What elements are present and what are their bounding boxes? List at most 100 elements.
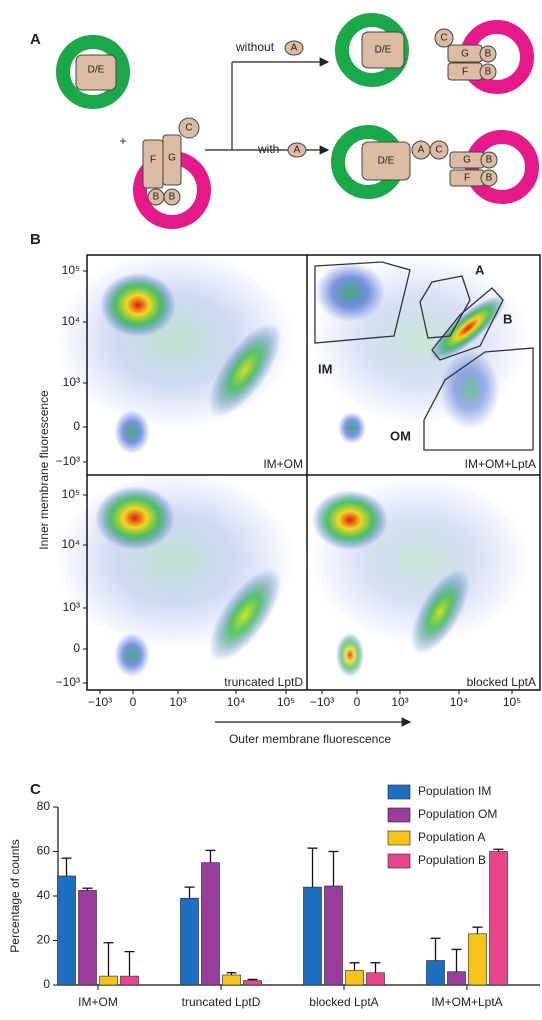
bar [324, 885, 343, 986]
plot-label: truncated LptD [224, 675, 303, 689]
bar-chart: 0 20 40 60 80 Percentage of counts IM+OM trunca… [8, 784, 540, 1009]
protein [480, 151, 498, 169]
x-tick-label: 10³ [169, 695, 186, 709]
protein-label: B [486, 155, 493, 166]
bar [468, 933, 487, 986]
legend-label: Population IM [418, 784, 491, 798]
branch [205, 62, 233, 151]
bar [57, 875, 76, 986]
protein-label: A [418, 145, 425, 156]
outer-membrane [56, 35, 130, 109]
protein-label: C [440, 33, 447, 44]
bar [366, 972, 385, 986]
protein-label: B [485, 67, 492, 78]
bar [78, 890, 97, 986]
gate-label: B [503, 311, 512, 326]
bar [345, 970, 364, 986]
protein-label: C [185, 123, 192, 134]
protein-label: G [461, 49, 469, 60]
x-tick-label: 10⁵ [503, 695, 521, 709]
flow-ticks: 10⁵ 10⁴ 10³ 0 −10³ 10⁵ 10⁴ 10³ 0 −10³ −10³ 0 10³ 10⁴ 1… [56, 263, 522, 709]
plus: + [119, 134, 126, 148]
axis-label: Outer membrane fluorescence [229, 732, 391, 746]
protein [429, 140, 449, 160]
protein [284, 40, 304, 56]
gate-label: A [475, 262, 485, 277]
protein-label: B [485, 49, 492, 60]
panel-label: A [30, 31, 41, 48]
legend-swatch [387, 853, 411, 869]
legend-label: Population OM [418, 807, 497, 821]
protein-label: B [153, 192, 160, 203]
protein [75, 54, 117, 91]
protein [178, 117, 200, 139]
y-tick-label: 10⁵ [62, 263, 80, 277]
x-tick-label: IM+OM [78, 995, 118, 1009]
bar [489, 851, 508, 986]
protein [480, 169, 498, 187]
legend-label: Population B [418, 853, 486, 867]
bar [180, 897, 199, 986]
protein-label: D/E [378, 156, 395, 167]
gate-label: IM [318, 361, 332, 376]
bar [120, 975, 139, 986]
y-tick-label: 60 [37, 844, 51, 858]
y-tick-label: 40 [37, 888, 51, 902]
axis-label: Inner membrane fluorescence [37, 390, 51, 550]
y-tick-label: 10⁴ [61, 537, 80, 551]
arrow-label: without [235, 40, 275, 54]
bar [99, 975, 118, 986]
y-tick-label: 10⁵ [62, 487, 80, 501]
protein [163, 188, 181, 206]
gate [431, 287, 504, 361]
protein-label: C [435, 145, 442, 156]
x-tick-label: 10⁴ [450, 695, 469, 709]
protein [479, 45, 497, 63]
y-tick-label: 10³ [63, 600, 80, 614]
plot-label: IM+OM+LptA [465, 457, 536, 471]
protein-label: A [294, 145, 301, 156]
protein-label: A [291, 43, 298, 54]
bar [222, 974, 241, 986]
protein-label: B [169, 192, 176, 203]
protein-label: G [168, 153, 176, 164]
density [55, 250, 539, 689]
x-tick-label: truncated LptD [182, 995, 261, 1009]
legend-swatch [387, 830, 411, 846]
y-tick-label: 80 [37, 799, 51, 813]
y-tick-label: −10³ [56, 675, 80, 689]
bar [243, 980, 262, 986]
protein-label: F [464, 173, 470, 184]
protein-label: F [150, 155, 156, 166]
y-tick-label: −10³ [56, 454, 80, 468]
bar [426, 960, 445, 986]
y-tick-label: 0 [43, 977, 50, 991]
legend-label: Population A [418, 830, 485, 844]
y-tick-label: 10³ [63, 375, 80, 389]
protein [162, 134, 182, 186]
protein [361, 31, 405, 69]
y-axis-label: Percentage of counts [8, 839, 22, 952]
x-tick-label: blocked LptA [309, 995, 378, 1009]
protein-label: G [463, 155, 471, 166]
gate-label: OM [390, 428, 411, 443]
gate [314, 261, 411, 344]
x-tick-label: 0 [354, 695, 361, 709]
bar [201, 862, 220, 986]
gate [419, 275, 471, 339]
arrow-label: with [257, 142, 279, 156]
protein-label: B [486, 173, 493, 184]
plot-label: IM+OM [263, 457, 303, 471]
y-tick-label: 0 [73, 419, 80, 433]
y-tick-label: 20 [37, 933, 51, 947]
legend-swatch [387, 784, 411, 800]
bar [303, 886, 322, 986]
x-tick-label: 10⁴ [227, 695, 246, 709]
panel-label: C [30, 781, 41, 798]
gate [423, 347, 534, 451]
protein [479, 63, 497, 81]
y-tick-label: 10⁴ [61, 314, 80, 328]
bar [447, 971, 466, 986]
protein-label: D/E [88, 65, 105, 76]
plot-frame [86, 254, 541, 691]
